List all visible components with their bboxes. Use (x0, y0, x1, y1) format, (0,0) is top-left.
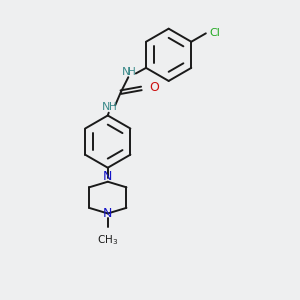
Text: CH$_3$: CH$_3$ (97, 233, 118, 247)
Text: N: N (103, 207, 112, 220)
Text: N: N (102, 102, 110, 112)
Text: O: O (149, 81, 159, 94)
Text: Cl: Cl (210, 28, 220, 38)
Text: H: H (110, 102, 117, 112)
Text: N: N (122, 67, 130, 76)
Text: N: N (103, 169, 112, 183)
Text: H: H (128, 67, 136, 76)
